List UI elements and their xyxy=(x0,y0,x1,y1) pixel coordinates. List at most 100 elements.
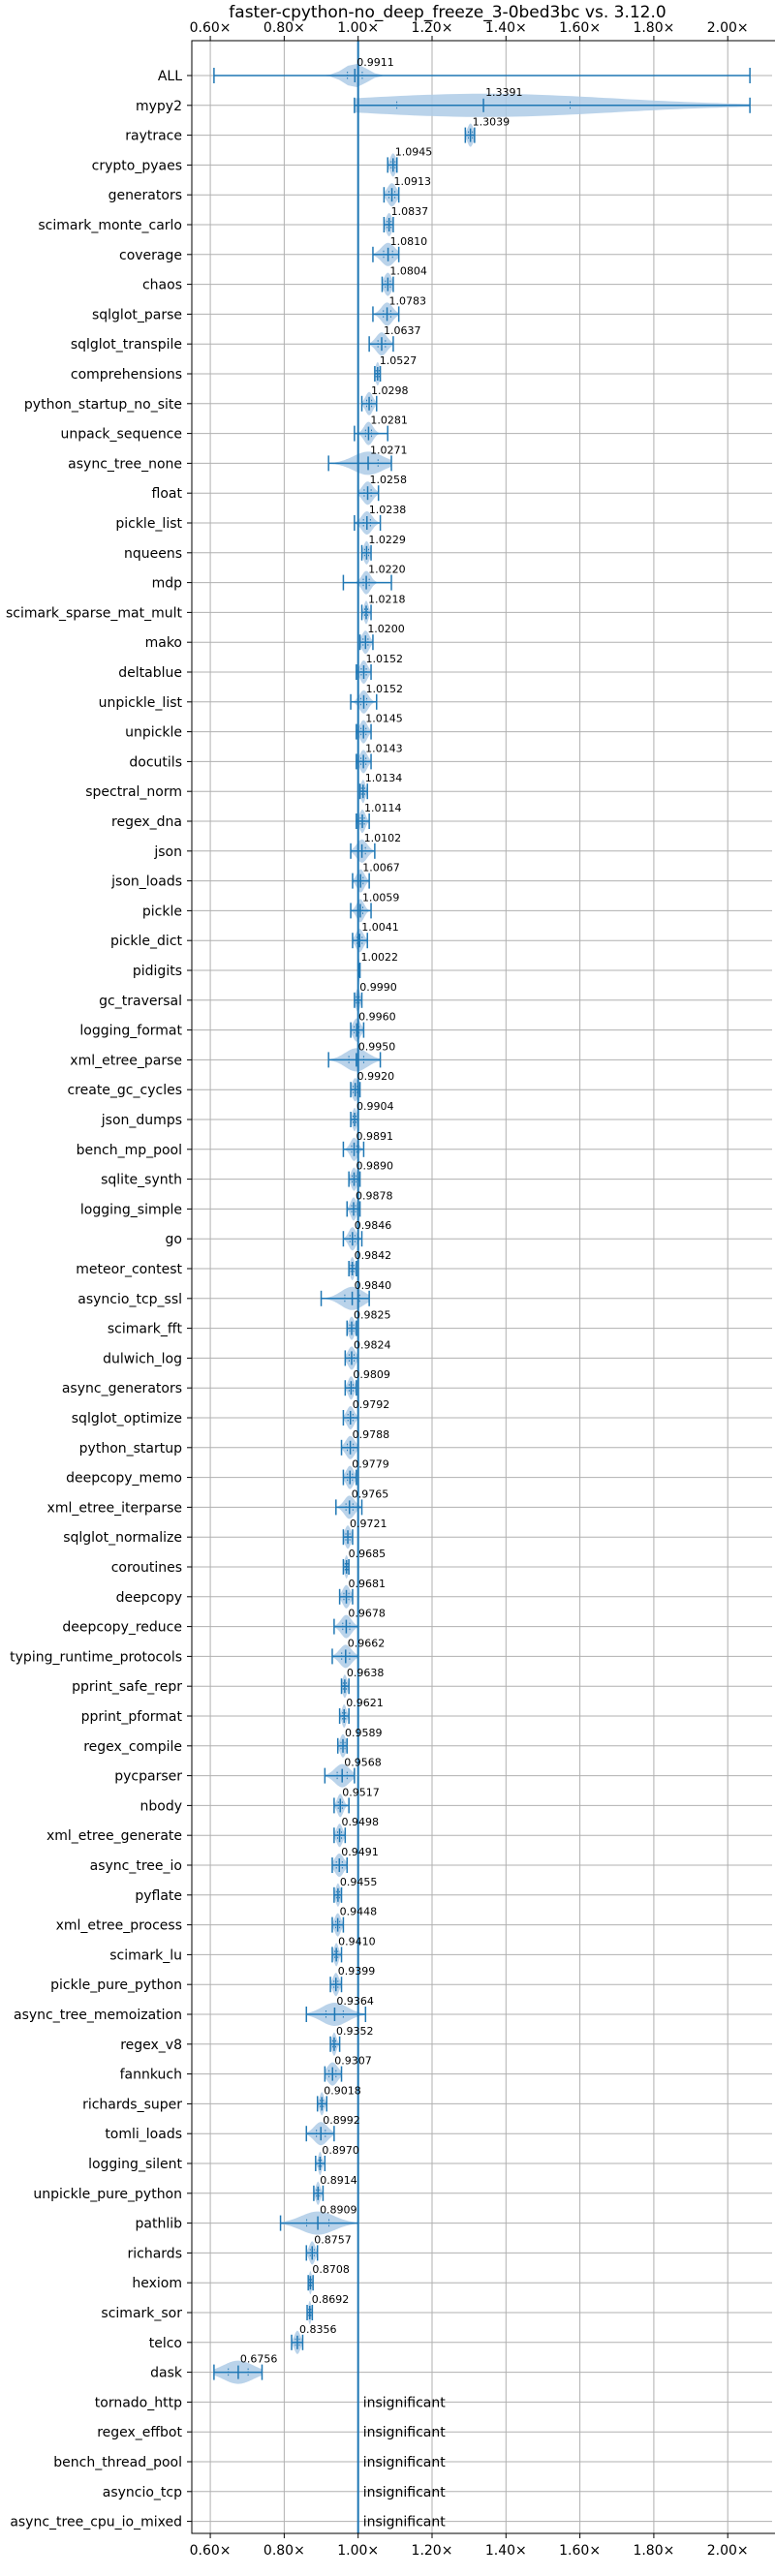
value-label: 0.8992 xyxy=(323,2114,360,2127)
plot-frame xyxy=(191,40,775,2534)
benchmark-label: meteor_contest xyxy=(76,1262,182,1277)
benchmark-label: raytrace xyxy=(125,129,182,144)
benchmark-label: regex_effbot xyxy=(97,2425,182,2440)
value-label: 0.9809 xyxy=(353,1368,390,1381)
benchmark-label: xml_etree_process xyxy=(56,1918,182,1934)
benchmark-label: dulwich_log xyxy=(103,1351,182,1366)
benchmark-label: nbody xyxy=(140,1798,183,1814)
benchmark-label: pyflate xyxy=(135,1888,182,1904)
violin-body xyxy=(213,64,751,87)
benchmark-label: scimark_fft xyxy=(108,1322,183,1337)
value-label: 0.8914 xyxy=(320,2174,357,2187)
benchmark-label: xml_etree_iterparse xyxy=(47,1500,182,1516)
value-label: 0.9638 xyxy=(347,1667,385,1679)
benchmark-label: asyncio_tcp xyxy=(103,2485,182,2500)
value-label: 0.9364 xyxy=(336,1995,374,2008)
benchmark-label: spectral_norm xyxy=(85,784,182,800)
value-label: 0.9678 xyxy=(348,1608,386,1620)
value-label: 1.0220 xyxy=(368,564,406,576)
benchmark-label: sqlglot_transpile xyxy=(71,337,182,353)
benchmark-label: deepcopy xyxy=(116,1590,182,1606)
value-label: 1.0134 xyxy=(365,772,403,784)
value-label: 0.9878 xyxy=(356,1189,393,1202)
benchmark-label: coverage xyxy=(119,248,182,263)
value-label: 0.8757 xyxy=(314,2233,352,2246)
benchmark-label: deepcopy_memo xyxy=(66,1471,182,1487)
benchmark-label: create_gc_cycles xyxy=(67,1083,182,1098)
benchmark-label: mypy2 xyxy=(136,99,182,114)
grid-layer: 0.60× 0.60× 0.80× 0.80× 1.00× 1.00× 1.20× 1.20×… xyxy=(187,20,772,2559)
benchmark-label: telco xyxy=(149,2336,182,2351)
benchmark-label: deepcopy_reduce xyxy=(62,1620,182,1636)
value-label: 0.9890 xyxy=(356,1160,393,1173)
benchmark-label: async_tree_cpu_io_mixed xyxy=(10,2515,182,2530)
label-layer: ALL mypy2 raytrace crypto_pyaes generators sc… xyxy=(6,56,523,2530)
benchmark-label: unpack_sequence xyxy=(61,427,182,443)
benchmark-label: docutils xyxy=(129,754,182,770)
benchmark-label: unpickle xyxy=(125,725,182,741)
benchmark-label: scimark_lu xyxy=(109,1947,182,1963)
x-tick-label-top: 0.60× xyxy=(190,20,232,36)
value-label: 0.6756 xyxy=(240,2353,277,2366)
value-label: 0.8356 xyxy=(299,2323,337,2336)
value-label: 1.0041 xyxy=(361,921,399,934)
x-tick-label-bottom: 1.40× xyxy=(485,2543,527,2559)
benchmark-label: unpickle_list xyxy=(99,695,183,711)
value-label: 0.9842 xyxy=(355,1249,392,1262)
value-label: 0.9788 xyxy=(353,1428,390,1441)
x-tick-label-top: 1.60× xyxy=(559,20,601,36)
benchmark-label: json xyxy=(153,844,182,860)
benchmark-label: nqueens xyxy=(124,546,182,562)
benchmark-label: mako xyxy=(145,635,182,651)
benchmark-label: typing_runtime_protocols xyxy=(10,1649,182,1665)
x-tick-label-top: 1.00× xyxy=(337,20,379,36)
value-label: 0.9307 xyxy=(334,2055,372,2068)
value-label: 1.0527 xyxy=(380,354,418,367)
value-label: 1.0102 xyxy=(364,832,402,844)
benchmark-label: go xyxy=(166,1232,182,1247)
value-label: 1.0143 xyxy=(365,742,403,754)
benchmark-label: bench_thread_pool xyxy=(53,2455,182,2470)
benchmark-label: float xyxy=(152,486,183,502)
insignificant-label: insignificant xyxy=(363,2425,447,2440)
benchmark-label: scimark_sor xyxy=(101,2306,182,2321)
benchmark-label: scimark_monte_carlo xyxy=(38,218,182,233)
value-label: 0.9920 xyxy=(357,1070,395,1083)
value-label: 0.9891 xyxy=(356,1130,394,1143)
value-label: 0.8909 xyxy=(320,2204,357,2217)
benchmark-label: comprehensions xyxy=(71,367,182,383)
value-label: 0.9824 xyxy=(354,1338,391,1351)
value-label: 0.9662 xyxy=(348,1637,386,1649)
benchmark-label: dask xyxy=(150,2366,183,2381)
x-tick-label-bottom: 0.80× xyxy=(264,2543,305,2559)
benchmark-label: pathlib xyxy=(136,2217,183,2232)
value-label: 0.9491 xyxy=(341,1846,379,1858)
value-label: 1.0913 xyxy=(394,175,432,188)
benchmark-label: logging_format xyxy=(79,1024,182,1039)
benchmark-label: richards_super xyxy=(82,2097,182,2112)
value-label: 1.0152 xyxy=(365,653,403,665)
benchmark-label: async_tree_io xyxy=(90,1858,182,1874)
benchmark-label: logging_simple xyxy=(80,1202,182,1217)
benchmark-label: chaos xyxy=(142,278,182,293)
value-label: 0.9990 xyxy=(359,981,397,994)
x-tick-label-bottom: 1.60× xyxy=(559,2543,601,2559)
benchmark-label: pickle_list xyxy=(115,516,182,532)
benchmark-label: async_generators xyxy=(62,1381,182,1396)
benchmark-label: tomli_loads xyxy=(105,2127,182,2142)
value-label: 0.9950 xyxy=(358,1040,396,1053)
value-label: 0.9455 xyxy=(340,1876,378,1888)
benchmark-label: pickle xyxy=(142,904,182,919)
value-label: 1.0218 xyxy=(368,593,406,605)
value-label: 1.0059 xyxy=(362,891,400,904)
benchmark-label: python_startup xyxy=(79,1441,182,1457)
benchmark-label: async_tree_memoization xyxy=(14,2008,182,2023)
benchmark-label: pycparser xyxy=(114,1769,182,1785)
value-label: 0.9840 xyxy=(355,1279,392,1292)
value-label: 0.9792 xyxy=(353,1398,390,1411)
benchmark-label: gc_traversal xyxy=(99,994,182,1009)
value-label: 1.3391 xyxy=(485,86,523,99)
value-label: 0.9448 xyxy=(340,1906,378,1918)
insignificant-label: insignificant xyxy=(363,2455,447,2470)
value-label: 1.0229 xyxy=(368,534,406,546)
